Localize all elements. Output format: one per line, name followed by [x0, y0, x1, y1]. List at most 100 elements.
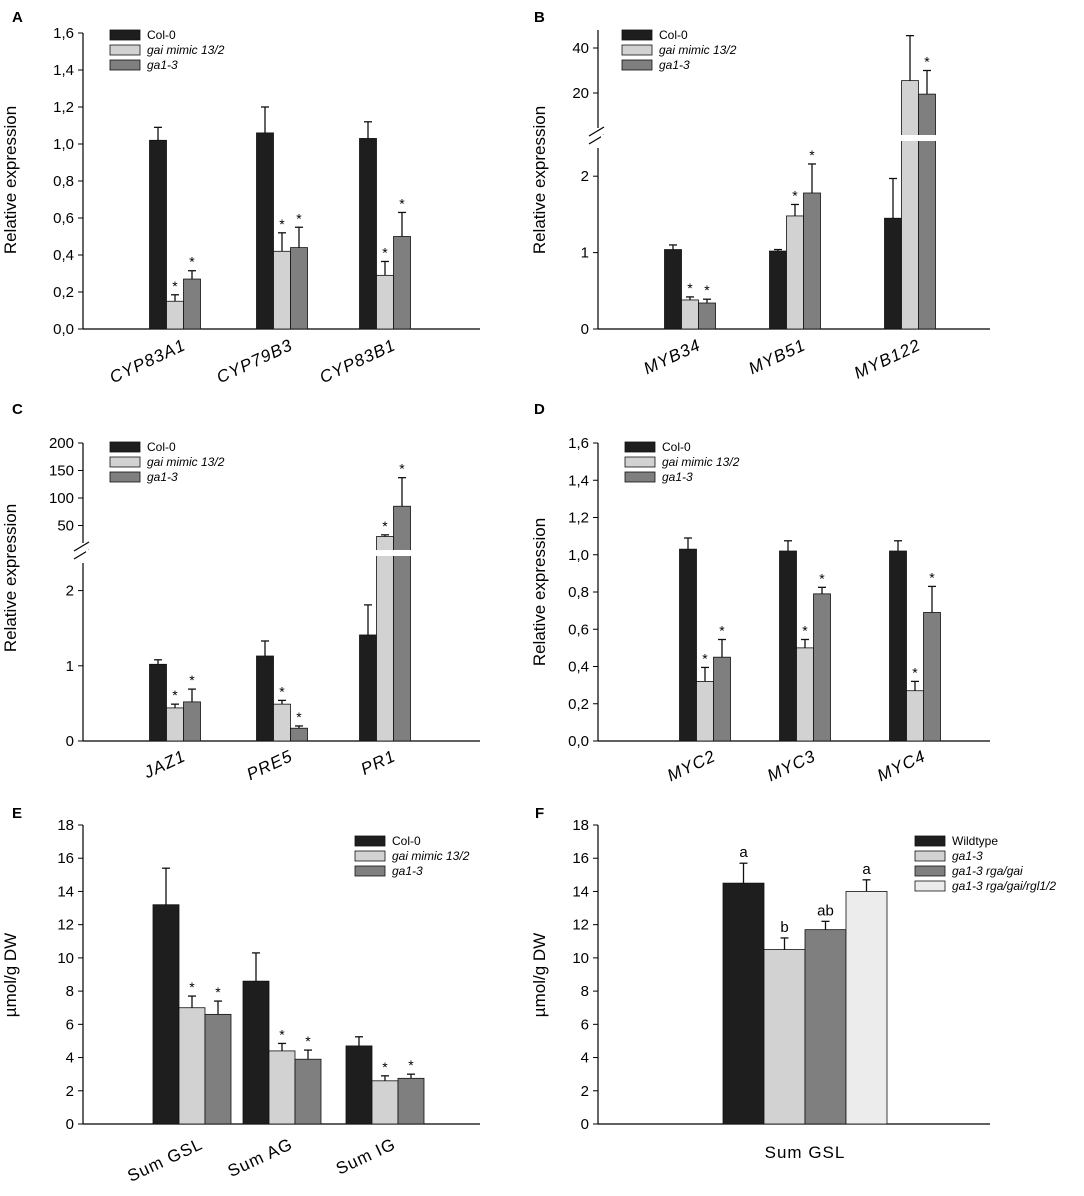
legend-swatch — [624, 441, 656, 453]
legend-swatch — [624, 456, 656, 468]
panel-letter: A — [12, 9, 23, 26]
y-tick-label: 12 — [57, 917, 74, 934]
bar — [889, 550, 907, 742]
x-category-label: MYB122 — [851, 335, 924, 382]
bar — [393, 236, 411, 330]
significance-star: * — [792, 187, 798, 203]
significance-star: * — [719, 622, 725, 638]
y-tick-label: 0,8 — [53, 173, 74, 190]
bar — [371, 1080, 399, 1125]
x-category-label: MYB34 — [641, 335, 704, 378]
legend-swatch — [914, 835, 946, 847]
panel-a: A Relative expression 0,0 0,2 0,4 0,6 0,8 1,0 1,… — [1, 9, 480, 387]
bar — [183, 278, 201, 330]
legend-label: gai mimic 13/2 — [662, 455, 740, 469]
y-tick-label: 1,4 — [53, 62, 74, 79]
significance-star: * — [382, 518, 388, 534]
y-axis-label: Relative expression — [1, 504, 20, 652]
legend-label: ga1-3 — [147, 470, 178, 484]
legend-swatch — [354, 865, 386, 877]
y-tick-label: 1,0 — [568, 547, 589, 564]
legend-swatch — [109, 44, 141, 56]
y-tick-label: 8 — [66, 983, 74, 1000]
panel-letter: E — [12, 805, 22, 822]
significance-star: * — [929, 569, 935, 585]
y-tick-label: 1 — [66, 658, 74, 675]
bar — [393, 505, 411, 742]
y-tick-label: 18 — [572, 817, 589, 834]
legend-label: Col-0 — [662, 440, 691, 454]
x-category-label: Sum GSL — [125, 1134, 206, 1185]
significance-star: * — [382, 1059, 388, 1075]
axis-break-mark — [588, 126, 605, 137]
significance-letter: a — [739, 844, 748, 861]
bar — [273, 250, 291, 330]
legend-swatch — [354, 835, 386, 847]
bar — [290, 727, 308, 742]
x-category-label: PRE5 — [244, 746, 296, 784]
y-tick-label: 0,6 — [53, 210, 74, 227]
y-tick-label: 1,6 — [53, 25, 74, 42]
panel-c: C Relative expression 0 1 2 50 100 150 200 * * * * * *… — [1, 401, 480, 784]
x-category-label: Sum IG — [333, 1134, 399, 1178]
significance-letter: ab — [817, 902, 834, 919]
y-tick-label: 6 — [581, 1016, 589, 1033]
legend-label: ga1-3 rga/gai — [952, 864, 1023, 878]
bar — [152, 904, 180, 1125]
y-axis-label: Relative expression — [530, 106, 549, 254]
bar — [242, 980, 270, 1125]
significance-star: * — [296, 709, 302, 725]
legend-swatch — [109, 29, 141, 41]
significance-star: * — [189, 672, 195, 688]
legend-label: Wildtype — [952, 834, 998, 848]
x-category-label: MYC4 — [874, 746, 928, 785]
y-tick-label: 2 — [581, 1083, 589, 1100]
bar — [376, 274, 394, 330]
legend-label: Col-0 — [659, 28, 688, 42]
x-category-label: MYB51 — [746, 335, 809, 378]
significance-star: * — [279, 216, 285, 232]
legend-label: ga1-3 — [392, 864, 423, 878]
significance-star: * — [802, 622, 808, 638]
significance-star: * — [189, 254, 195, 270]
y-tick-label: 4 — [66, 1050, 74, 1067]
bar — [664, 249, 682, 330]
legend-label: ga1-3 — [147, 58, 178, 72]
bar — [397, 1077, 425, 1125]
bar — [256, 655, 274, 742]
significance-star: * — [809, 147, 815, 163]
legend-swatch — [914, 880, 946, 892]
bar — [813, 593, 831, 742]
x-category-label: Sum AG — [225, 1134, 296, 1181]
bar — [359, 138, 377, 330]
y-tick-label: 0,0 — [53, 321, 74, 338]
axis-break-mark — [73, 541, 90, 552]
y-axis-label: µmol/g DW — [530, 933, 549, 1017]
significance-star: * — [399, 195, 405, 211]
bar — [149, 663, 167, 742]
significance-star: * — [215, 984, 221, 1000]
y-tick-label: 0,0 — [568, 733, 589, 750]
y-tick-label: 1 — [581, 245, 589, 262]
bar — [698, 302, 716, 330]
significance-star: * — [924, 54, 930, 70]
bar — [149, 139, 167, 330]
x-category-label: MYC3 — [764, 746, 818, 785]
y-axis-label: µmol/g DW — [1, 933, 20, 1017]
axis-break-band — [601, 135, 990, 141]
y-tick-label: 100 — [49, 490, 74, 507]
y-tick-label: 0,8 — [568, 584, 589, 601]
significance-star: * — [296, 210, 302, 226]
bar — [294, 1058, 322, 1125]
significance-star: * — [912, 664, 918, 680]
y-tick-label: 0,4 — [53, 247, 74, 264]
bar — [845, 891, 888, 1125]
legend-swatch — [621, 44, 653, 56]
legend-label: gai mimic 13/2 — [147, 43, 225, 57]
y-tick-label: 2 — [66, 1083, 74, 1100]
y-tick-label: 0 — [581, 321, 589, 338]
